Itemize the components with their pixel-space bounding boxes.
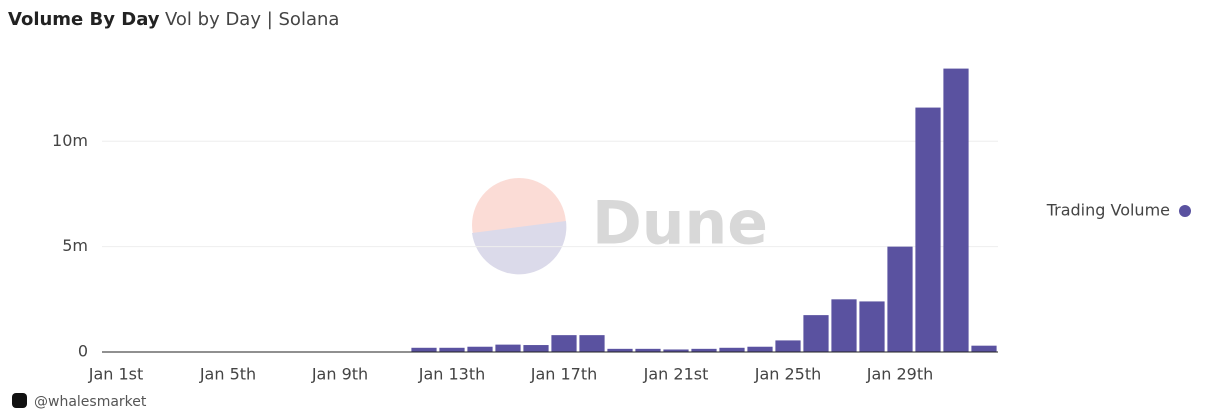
bar — [775, 340, 801, 352]
bar — [971, 345, 997, 352]
chart-subtitle: Vol by Day | Solana — [165, 9, 339, 30]
bar — [411, 347, 437, 352]
x-tick-label: Jan 29th — [866, 365, 934, 384]
x-tick-label: Jan 25th — [754, 365, 822, 384]
footer: @whalesmarket — [34, 394, 147, 410]
bar — [495, 344, 521, 352]
y-tick-label: 0 — [78, 342, 88, 361]
bar — [859, 301, 885, 352]
legend-marker — [1179, 205, 1191, 217]
bar — [719, 347, 745, 352]
bar — [831, 299, 857, 352]
bar — [607, 348, 633, 352]
bar — [943, 68, 969, 352]
bar — [467, 346, 493, 352]
bar — [579, 335, 605, 352]
bar — [439, 347, 465, 352]
bar — [691, 348, 717, 352]
bar — [887, 246, 913, 352]
bar — [663, 349, 689, 352]
y-tick-label: 5m — [62, 236, 88, 255]
bar — [523, 345, 549, 352]
x-tick-label: Jan 13th — [418, 365, 486, 384]
bar — [635, 348, 661, 352]
bar — [803, 315, 829, 352]
legend-label: Trading Volume — [1046, 201, 1170, 220]
y-tick-label: 10m — [52, 131, 88, 150]
x-tick-label: Jan 1st — [88, 365, 144, 384]
x-tick-label: Jan 21st — [643, 365, 709, 384]
bar — [747, 346, 773, 352]
chart-title: Volume By Day — [8, 9, 160, 30]
x-tick-label: Jan 9th — [311, 365, 368, 384]
watermark: Dune — [472, 178, 768, 275]
bar — [915, 107, 941, 352]
watermark-logo-part — [472, 221, 567, 275]
footer-icon — [12, 393, 27, 408]
x-tick-label: Jan 5th — [199, 365, 256, 384]
x-tick-label: Jan 17th — [530, 365, 598, 384]
watermark-text: Dune — [592, 189, 768, 259]
bar — [551, 335, 577, 352]
